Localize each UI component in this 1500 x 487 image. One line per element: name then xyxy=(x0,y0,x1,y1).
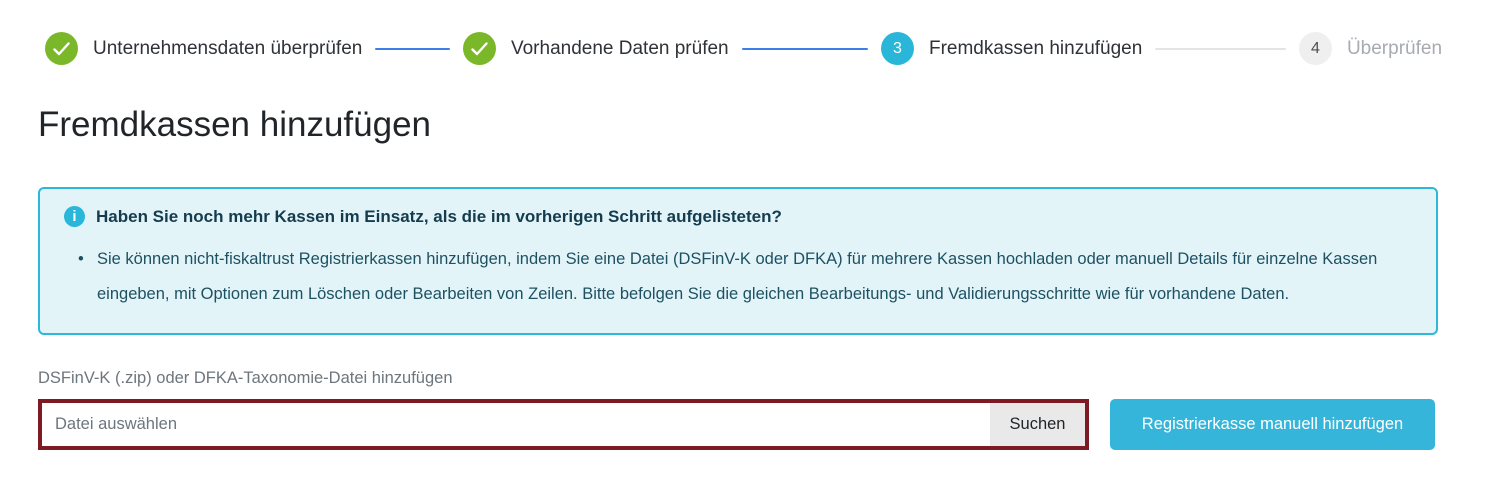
step-label: Vorhandene Daten prüfen xyxy=(510,37,729,59)
step-connector xyxy=(1155,47,1286,50)
info-bullet-list: Sie können nicht-fiskaltrust Registrierk… xyxy=(78,242,1412,312)
step-connector xyxy=(375,47,450,50)
page-title: Fremdkassen hinzufügen xyxy=(38,105,431,144)
info-heading-text: Haben Sie noch mehr Kassen im Einsatz, a… xyxy=(96,206,782,226)
stepper-step-4: 4 Überprüfen xyxy=(1298,32,1443,65)
stepper-step-3[interactable]: 3 Fremdkassen hinzufügen xyxy=(880,32,1299,65)
browse-button[interactable]: Suchen xyxy=(990,403,1085,446)
step-done-check-icon xyxy=(462,32,496,65)
step-connector xyxy=(741,47,868,50)
step-label: Unternehmensdaten überprüfen xyxy=(93,37,363,59)
add-cash-register-manually-button[interactable]: Registrierkasse manuell hinzufügen xyxy=(1110,399,1435,450)
step-number-badge: 3 xyxy=(880,32,914,65)
stepper-step-2[interactable]: Vorhandene Daten prüfen xyxy=(462,32,881,65)
wizard-stepper: Unternehmensdaten überprüfen Vorhandene … xyxy=(0,0,1500,65)
step-label: Überprüfen xyxy=(1346,37,1443,59)
action-row: Datei auswählen Suchen Registrierkasse m… xyxy=(38,399,1435,450)
step-number-badge: 4 xyxy=(1298,32,1332,65)
info-box-heading: i Haben Sie noch mehr Kassen im Einsatz,… xyxy=(64,206,1412,227)
info-box: i Haben Sie noch mehr Kassen im Einsatz,… xyxy=(38,187,1438,335)
file-input[interactable]: Datei auswählen Suchen xyxy=(38,399,1089,450)
info-icon: i xyxy=(64,206,85,227)
info-bullet-item: Sie können nicht-fiskaltrust Registrierk… xyxy=(78,242,1408,312)
stepper-step-1[interactable]: Unternehmensdaten überprüfen xyxy=(45,32,463,65)
step-label: Fremdkassen hinzufügen xyxy=(928,37,1143,59)
file-upload-label: DSFinV-K (.zip) oder DFKA-Taxonomie-Date… xyxy=(38,369,453,387)
file-input-placeholder: Datei auswählen xyxy=(55,415,177,433)
step-done-check-icon xyxy=(45,32,78,65)
